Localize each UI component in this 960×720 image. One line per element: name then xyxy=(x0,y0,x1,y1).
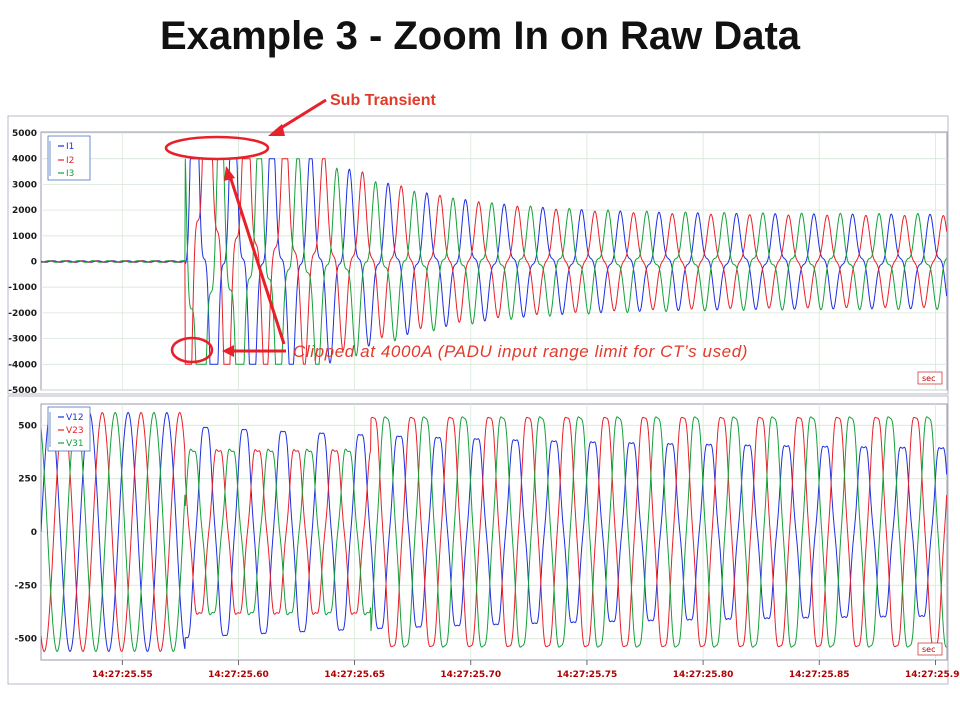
current-series-I2 xyxy=(41,158,947,365)
clip-arrow-up-head xyxy=(224,166,235,181)
voltage-series-V31 xyxy=(41,411,947,652)
x-tick-label: 14:27:25.85 xyxy=(789,670,850,680)
voltage-y-tick-label: -500 xyxy=(14,635,37,645)
current-y-tick-label: -3000 xyxy=(8,335,37,345)
current-y-tick-label: -2000 xyxy=(8,309,37,319)
clipped-label: Clipped at 4000A (PADU input range limit… xyxy=(293,342,748,361)
legend-i3: I3 xyxy=(66,169,74,179)
voltage-y-ticks: 500 250 0 -250 -500 xyxy=(14,421,37,644)
annotations: Sub Transient Clipped at 4000A (PADU inp… xyxy=(164,92,748,364)
page-title: Example 3 - Zoom In on Raw Data xyxy=(159,14,801,58)
voltage-sec-label: sec xyxy=(922,645,936,654)
sub-transient-label: Sub Transient xyxy=(330,92,436,109)
current-y-tick-label: 0 xyxy=(31,258,37,268)
current-y-tick-label: -5000 xyxy=(8,386,37,396)
current-y-tick-label: 5000 xyxy=(12,129,37,139)
current-series-I3 xyxy=(41,158,947,365)
current-y-tick-label: 4000 xyxy=(12,155,37,165)
voltage-sec-badge: sec xyxy=(917,642,943,656)
current-y-tick-label: -1000 xyxy=(8,283,37,293)
current-y-tick-label: 2000 xyxy=(12,206,37,216)
voltage-series-V12 xyxy=(41,411,947,652)
legend-v23: V23 xyxy=(66,426,84,436)
current-y-ticks: 5000 4000 3000 2000 1000 0 -1000 -2000 -3000 -400… xyxy=(8,129,37,396)
current-y-tick-label: 3000 xyxy=(12,180,37,190)
x-tick-label: 14:27:25.90 xyxy=(905,670,960,680)
clip-arrow-left-head xyxy=(222,345,234,357)
current-sec-badge: sec xyxy=(917,371,943,385)
sub-transient-ellipse xyxy=(164,135,270,161)
voltage-y-tick-label: 250 xyxy=(18,475,37,485)
sub-transient-arrowhead xyxy=(268,124,285,136)
voltage-legend: V12 V23 V31 xyxy=(47,406,91,452)
current-y-tick-label: 1000 xyxy=(12,232,37,242)
clip-arrow-up xyxy=(228,175,286,345)
voltage-y-tick-label: 500 xyxy=(18,421,37,431)
voltage-x-ticks: 14:27:25.55 14:27:25.60 14:27:25.65 14:27:2… xyxy=(92,660,960,680)
legend-v12: V12 xyxy=(66,413,84,423)
legend-i1: I1 xyxy=(66,142,74,152)
current-legend: I1 I2 I3 xyxy=(47,135,91,181)
current-y-tick-label: -4000 xyxy=(8,360,37,370)
sub-transient-arrow xyxy=(275,98,327,133)
current-sec-label: sec xyxy=(922,374,936,383)
voltage-y-tick-label: -250 xyxy=(14,581,37,591)
clip-ellipse xyxy=(170,336,214,364)
x-tick-label: 14:27:25.55 xyxy=(92,670,153,680)
voltage-y-tick-label: 0 xyxy=(31,528,37,538)
voltage-series-V23 xyxy=(41,411,947,653)
legend-v31: V31 xyxy=(66,439,84,449)
x-tick-label: 14:27:25.80 xyxy=(673,670,734,680)
x-tick-label: 14:27:25.60 xyxy=(208,670,269,680)
current-grid xyxy=(41,132,947,391)
x-tick-label: 14:27:25.65 xyxy=(324,670,385,680)
x-tick-label: 14:27:25.75 xyxy=(557,670,618,680)
legend-i2: I2 xyxy=(66,156,74,166)
x-tick-label: 14:27:25.70 xyxy=(440,670,501,680)
voltage-series-lines xyxy=(41,411,947,653)
